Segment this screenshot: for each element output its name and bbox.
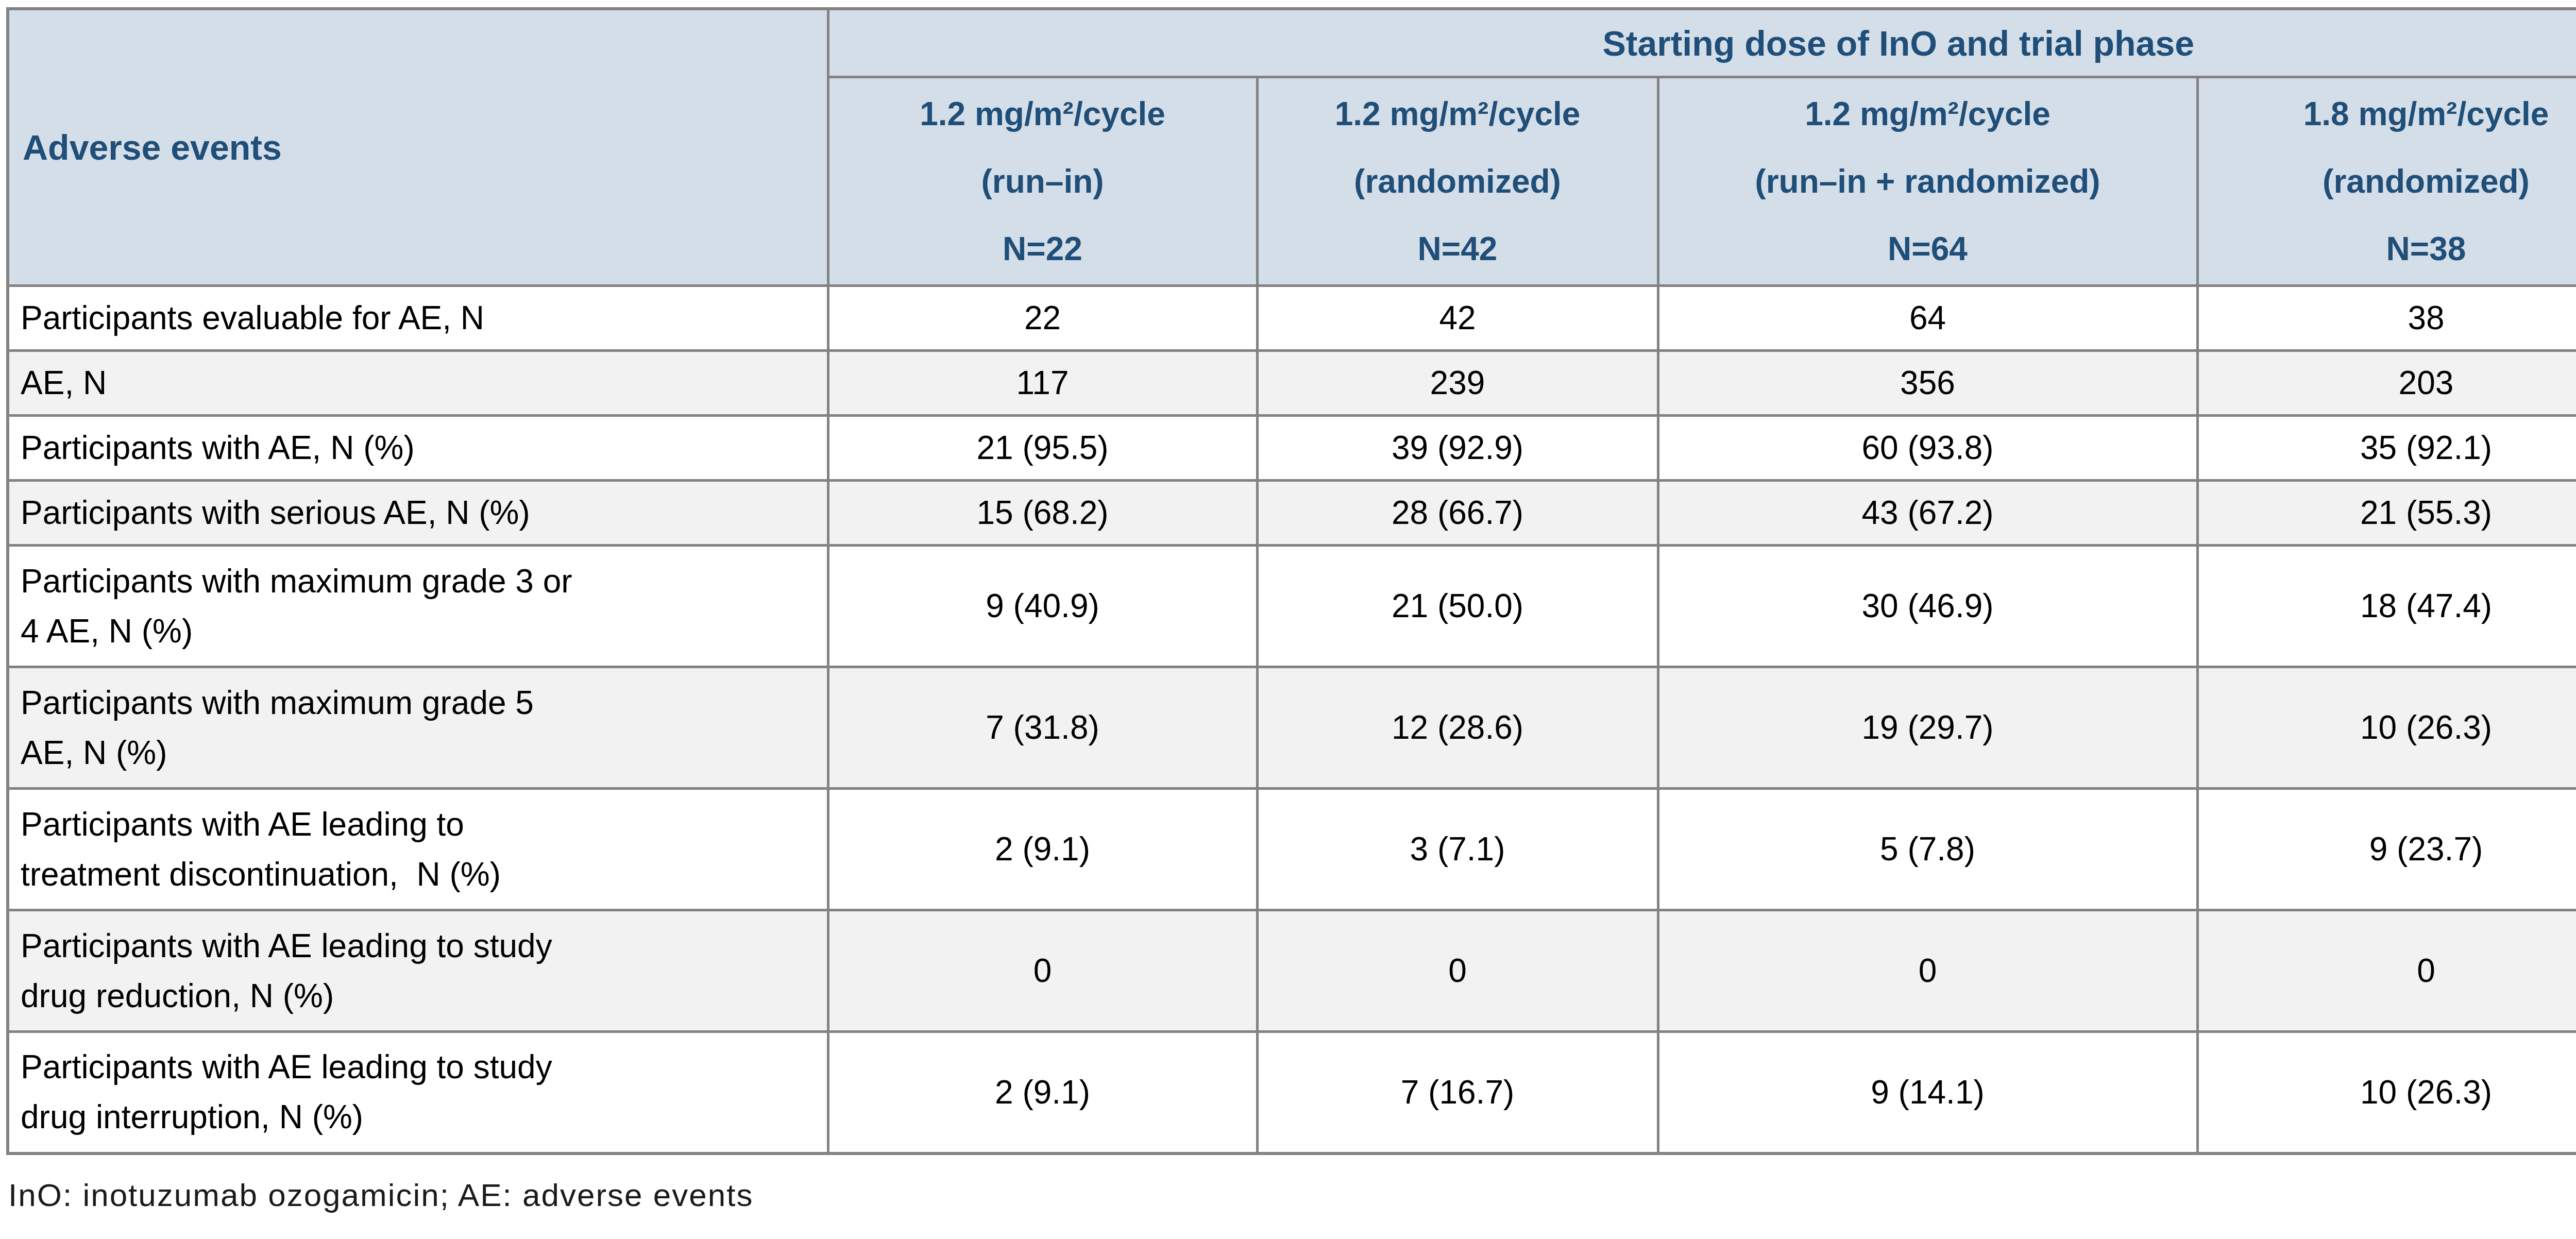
- data-cell: 43 (67.2): [1658, 481, 2197, 546]
- data-cell: 28 (66.7): [1257, 481, 1658, 546]
- table-row: Participants with AE leading to treatment…: [8, 789, 2576, 910]
- row-label: Participants with AE leading to study dru…: [8, 1032, 828, 1153]
- row-label-text: Participants with maximum grade 3 or: [21, 563, 572, 600]
- data-cell: 12 (28.6): [1257, 667, 1658, 789]
- row-label: Participants with maximum grade 5 AE, N (…: [8, 667, 828, 789]
- row-label: Participants with maximum grade 3 or 4 AE…: [8, 546, 828, 667]
- table-row: Participants evaluable for AE, N 22 42 6…: [8, 286, 2576, 351]
- spanning-header-starting-dose: Starting dose of InO and trial phase: [828, 9, 2576, 77]
- data-cell: 30 (46.9): [1658, 546, 2197, 667]
- row-label-text: treatment discontinuation, N (%): [21, 856, 501, 893]
- data-cell: 42: [1257, 286, 1658, 351]
- data-cell: 9 (40.9): [828, 546, 1257, 667]
- row-label-text: 4 AE, N (%): [21, 613, 193, 650]
- table-row: Participants with serious AE, N (%) 15 (…: [8, 481, 2576, 546]
- row-label-text: Participants with maximum grade 5: [21, 684, 534, 721]
- row-label: Participants with AE, N (%): [8, 416, 828, 481]
- data-cell: 0: [828, 910, 1257, 1032]
- data-cell: 0: [1658, 910, 2197, 1032]
- table-row: Participants with AE, N (%) 21 (95.5) 39…: [8, 416, 2576, 481]
- data-cell: 7 (31.8): [828, 667, 1257, 789]
- data-cell: 9 (23.7): [2197, 789, 2576, 910]
- phase-line: (run–in + randomized): [1664, 148, 2192, 215]
- data-cell: 203: [2197, 351, 2576, 416]
- column-header-3: 1.2 mg/m²/cycle (run–in + randomized) N=…: [1658, 77, 2197, 286]
- data-cell: 5 (7.8): [1658, 789, 2197, 910]
- data-cell: 7 (16.7): [1257, 1032, 1658, 1153]
- column-header-4: 1.8 mg/m²/cycle (randomized) N=38: [2197, 77, 2576, 286]
- row-label: Participants with serious AE, N (%): [8, 481, 828, 546]
- row-label-text: AE, N (%): [21, 734, 167, 771]
- row-label-text: Participants with serious AE, N (%): [21, 494, 530, 531]
- row-label-text: AE, N: [21, 364, 107, 401]
- data-cell: 21 (95.5): [828, 416, 1257, 481]
- row-label-text: Participants with AE leading to: [21, 806, 464, 843]
- dose-line: 1.2 mg/m²/cycle: [834, 80, 1252, 148]
- row-label: AE, N: [8, 351, 828, 416]
- corner-header-adverse-events: Adverse events: [8, 9, 828, 286]
- column-header-1: 1.2 mg/m²/cycle (run–in) N=22: [828, 77, 1257, 286]
- row-label-text: Participants evaluable for AE, N: [21, 299, 484, 336]
- data-cell: 15 (68.2): [828, 481, 1257, 546]
- n-line: N=38: [2203, 215, 2576, 283]
- adverse-events-table: Adverse events Starting dose of InO and …: [6, 7, 2576, 1155]
- table-row: Participants with AE leading to study dru…: [8, 910, 2576, 1032]
- data-cell: 18 (47.4): [2197, 546, 2576, 667]
- data-cell: 39 (92.9): [1257, 416, 1658, 481]
- table-row: AE, N 117 239 356 203 559: [8, 351, 2576, 416]
- n-line: N=42: [1263, 215, 1653, 283]
- data-cell: 2 (9.1): [828, 1032, 1257, 1153]
- row-label-text: Participants with AE leading to study: [21, 927, 552, 964]
- column-header-2: 1.2 mg/m²/cycle (randomized) N=42: [1257, 77, 1658, 286]
- dose-line: 1.8 mg/m²/cycle: [2203, 80, 2576, 148]
- banner-row: Adverse events Starting dose of InO and …: [8, 9, 2576, 77]
- row-label-text: drug reduction, N (%): [21, 977, 334, 1014]
- data-cell: 0: [2197, 910, 2576, 1032]
- data-cell: 21 (50.0): [1257, 546, 1658, 667]
- data-cell: 0: [1257, 910, 1658, 1032]
- dose-line: 1.2 mg/m²/cycle: [1664, 80, 2192, 148]
- footnote-abbreviations: InO: inotuzumab ozogamicin; AE: adverse …: [8, 1177, 2576, 1213]
- data-cell: 3 (7.1): [1257, 789, 1658, 910]
- data-cell: 64: [1658, 286, 2197, 351]
- phase-line: (randomized): [1263, 148, 1653, 215]
- dose-line: 1.2 mg/m²/cycle: [1263, 80, 1653, 148]
- data-cell: 356: [1658, 351, 2197, 416]
- data-cell: 239: [1257, 351, 1658, 416]
- data-cell: 10 (26.3): [2197, 667, 2576, 789]
- phase-line: (run–in): [834, 148, 1252, 215]
- row-label: Participants with AE leading to treatment…: [8, 789, 828, 910]
- table-row: Participants with maximum grade 3 or 4 AE…: [8, 546, 2576, 667]
- n-line: N=64: [1664, 215, 2192, 283]
- table-row: Participants with maximum grade 5 AE, N (…: [8, 667, 2576, 789]
- row-label: Participants with AE leading to study dru…: [8, 910, 828, 1032]
- table-row: Participants with AE leading to study dru…: [8, 1032, 2576, 1153]
- row-label: Participants evaluable for AE, N: [8, 286, 828, 351]
- data-cell: 19 (29.7): [1658, 667, 2197, 789]
- data-cell: 35 (92.1): [2197, 416, 2576, 481]
- data-cell: 60 (93.8): [1658, 416, 2197, 481]
- row-label-text: Participants with AE, N (%): [21, 429, 415, 466]
- row-label-text: Participants with AE leading to study: [21, 1048, 552, 1085]
- data-cell: 2 (9.1): [828, 789, 1257, 910]
- data-cell: 10 (26.3): [2197, 1032, 2576, 1153]
- data-cell: 38: [2197, 286, 2576, 351]
- data-cell: 21 (55.3): [2197, 481, 2576, 546]
- phase-line: (randomized): [2203, 148, 2576, 215]
- data-cell: 22: [828, 286, 1257, 351]
- data-cell: 117: [828, 351, 1257, 416]
- row-label-text: drug interruption, N (%): [21, 1098, 363, 1135]
- n-line: N=22: [834, 215, 1252, 283]
- data-cell: 9 (14.1): [1658, 1032, 2197, 1153]
